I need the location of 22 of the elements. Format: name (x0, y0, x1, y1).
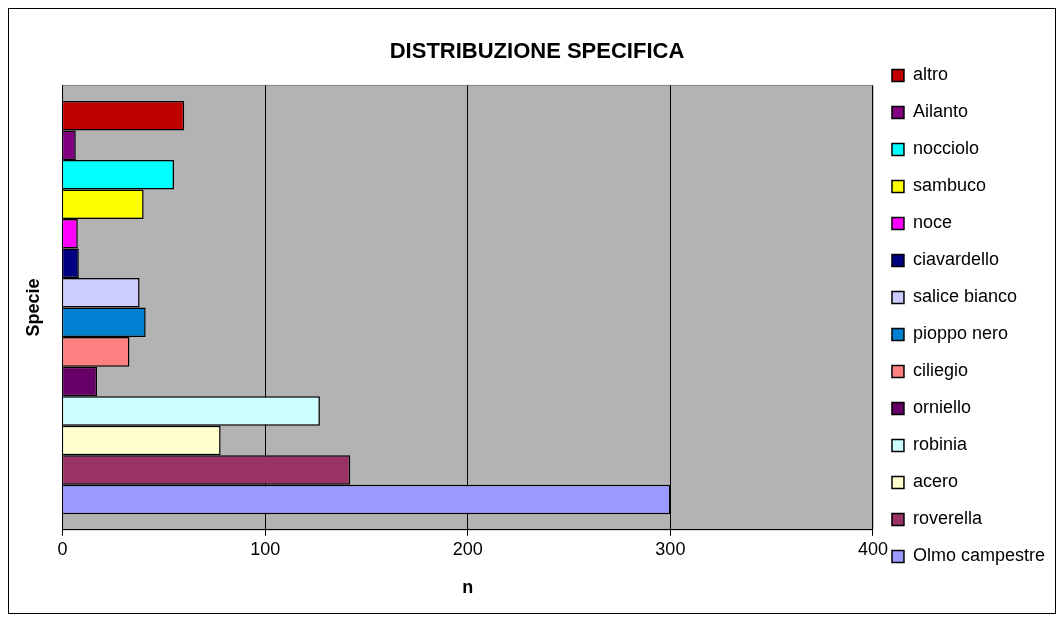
legend-label: ciliegio (912, 360, 968, 381)
x-tick-label: 200 (452, 538, 483, 559)
legend-label: salice bianco (912, 286, 1018, 307)
legend-label: pioppo nero (912, 323, 1009, 344)
x-tick-label: 100 (250, 538, 281, 559)
legend-label: roverella (912, 508, 983, 529)
legend-label: ciavardello (912, 249, 1000, 270)
legend-label: Ailanto (912, 101, 969, 122)
legend-label: nocciolo (912, 138, 980, 159)
chart-title: DISTRIBUZIONE SPECIFICA (389, 38, 685, 64)
legend-label: acero (912, 471, 958, 492)
legend-label: altro (912, 64, 948, 85)
y-axis-title: Specie (22, 278, 43, 337)
x-axis-title: n (462, 577, 474, 598)
x-tick-label: 400 (857, 538, 888, 559)
legend-label: Olmo campestre (912, 545, 1046, 566)
legend-label: noce (912, 212, 953, 233)
legend-label: sambuco (912, 175, 987, 196)
x-tick-label: 300 (655, 538, 686, 559)
legend-label: robinia (912, 434, 968, 455)
legend-label: orniello (912, 397, 972, 418)
x-tick-label: 0 (57, 538, 68, 559)
